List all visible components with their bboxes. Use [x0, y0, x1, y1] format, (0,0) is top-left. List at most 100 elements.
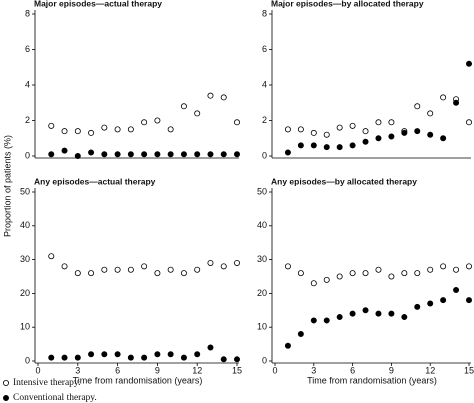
point [414, 303, 421, 310]
point [388, 310, 395, 317]
point [297, 126, 304, 133]
y-tick-label: 4 [262, 79, 267, 89]
y-tick-label: 40 [20, 220, 30, 230]
y-tick-label: 30 [257, 254, 267, 264]
point [440, 297, 447, 304]
y-tick-label: 30 [20, 254, 30, 264]
y-tick-label: 20 [257, 288, 267, 298]
x-axis-label: Time from randomisation (years) [73, 375, 203, 385]
point [362, 307, 369, 314]
point [141, 354, 148, 361]
panel-title: Any episodes—actual therapy [34, 176, 156, 186]
point [310, 142, 317, 149]
point [154, 151, 161, 158]
point [194, 151, 201, 158]
point [465, 119, 472, 126]
y-tick-label: 50 [20, 186, 30, 196]
y-tick-label: 10 [20, 322, 30, 332]
point [362, 138, 369, 145]
point [220, 94, 227, 101]
point [220, 356, 227, 363]
point [233, 119, 240, 126]
point [167, 151, 174, 158]
point [48, 354, 55, 361]
point [194, 351, 201, 358]
legend-label: Intensive therapy. [13, 378, 80, 388]
y-tick-label: 50 [257, 186, 267, 196]
point [414, 103, 421, 110]
x-tick-label: 3 [311, 365, 316, 375]
point [167, 351, 174, 358]
point [284, 149, 291, 156]
point [194, 266, 201, 273]
point [401, 129, 408, 136]
point [180, 103, 187, 110]
x-tick-label: 12 [192, 365, 202, 375]
point [61, 147, 68, 154]
point [414, 128, 421, 135]
x-tick-label: 0 [35, 365, 40, 375]
point [141, 119, 148, 126]
point [207, 259, 214, 266]
y-tick-label: 10 [257, 322, 267, 332]
point [154, 270, 161, 277]
point [167, 126, 174, 133]
y-axis-label: Proportion of patients (%) [2, 135, 12, 237]
point [349, 310, 356, 317]
point [401, 270, 408, 277]
point [207, 344, 214, 351]
x-tick-label: 15 [464, 365, 474, 375]
point [388, 273, 395, 280]
y-tick-label: 0 [262, 150, 267, 160]
x-axis-label: Time from randomisation (years) [307, 375, 437, 385]
x-tick-label: 6 [115, 365, 120, 375]
point [336, 273, 343, 280]
point [427, 110, 434, 117]
panel-title: Major episodes—actual therapy [34, 0, 162, 8]
point [297, 330, 304, 337]
point [220, 263, 227, 270]
point [440, 135, 447, 142]
point [88, 129, 95, 136]
point [127, 354, 134, 361]
point [61, 263, 68, 270]
point [101, 124, 108, 131]
x-tick-label: 3 [75, 365, 80, 375]
point [194, 110, 201, 117]
x-tick-label: 6 [350, 365, 355, 375]
legend-label: Conventional therapy. [13, 393, 97, 403]
x-tick-label: 9 [155, 365, 160, 375]
point [127, 126, 134, 133]
y-tick-label: 0 [25, 355, 30, 365]
x-tick-label: 9 [389, 365, 394, 375]
point [453, 266, 460, 273]
point [349, 142, 356, 149]
point [310, 317, 317, 324]
x-tick-label: 15 [232, 365, 242, 375]
point [375, 135, 382, 142]
point [180, 270, 187, 277]
point [61, 354, 68, 361]
point [453, 287, 460, 294]
point [154, 351, 161, 358]
point [310, 280, 317, 287]
point [114, 126, 121, 133]
y-tick-label: 8 [262, 8, 267, 18]
point [233, 259, 240, 266]
panel-title: Any episodes—by allocated therapy [271, 176, 417, 186]
point [101, 351, 108, 358]
point [427, 266, 434, 273]
y-tick-label: 4 [25, 79, 30, 89]
point [349, 122, 356, 129]
point [127, 151, 134, 158]
point [323, 131, 330, 138]
point [427, 300, 434, 307]
panel-title: Major episodes—by allocated therapy [271, 0, 424, 8]
point [207, 92, 214, 99]
point [180, 354, 187, 361]
point [388, 119, 395, 126]
point [233, 151, 240, 158]
point [101, 151, 108, 158]
point [349, 270, 356, 277]
